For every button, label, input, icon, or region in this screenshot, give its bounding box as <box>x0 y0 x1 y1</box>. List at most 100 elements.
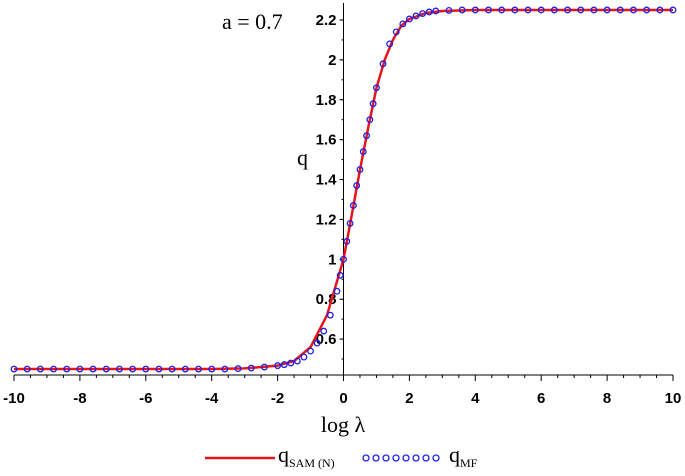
data-point-q-mf <box>142 365 150 373</box>
data-point-q-mf <box>50 365 57 373</box>
data-point-q-mf <box>537 6 545 14</box>
data-point-q-mf <box>155 365 163 373</box>
data-point-q-mf <box>307 347 314 355</box>
data-point-q-mf <box>320 327 328 335</box>
data-point-q-mf <box>313 339 321 347</box>
data-point-q-mf <box>485 6 492 14</box>
legend-marker <box>372 454 380 462</box>
data-point-q-mf <box>590 6 598 14</box>
data-point-q-mf <box>63 365 71 373</box>
data-point-q-mf <box>379 60 387 68</box>
legend-marker <box>382 454 390 462</box>
x-tick-label: 8 <box>603 390 611 407</box>
data-point-q-mf <box>373 84 380 92</box>
data-point-q-mf <box>168 365 176 373</box>
data-point-q-mf <box>280 361 288 369</box>
data-point-q-mf <box>669 6 677 14</box>
data-point-q-mf <box>356 166 364 174</box>
y-tick-label: 1.6 <box>316 132 337 149</box>
data-point-q-mf <box>616 6 624 14</box>
y-tick-label: 2.2 <box>316 12 337 29</box>
data-point-q-mf <box>349 202 357 209</box>
legend-label-sam: qSAM (N) <box>278 442 335 470</box>
x-tick-label: 6 <box>537 390 545 407</box>
data-point-q-mf <box>181 365 189 373</box>
data-point-q-mf <box>274 362 282 370</box>
data-point-q-mf <box>340 255 347 263</box>
x-tick-label: -8 <box>73 390 86 407</box>
x-tick-label: 2 <box>405 390 413 407</box>
y-tick-label: 1 <box>328 251 336 268</box>
x-tick-label: -2 <box>271 390 284 407</box>
data-point-q-mf <box>346 219 354 227</box>
data-point-q-mf <box>221 365 229 373</box>
data-point-q-mf <box>564 6 572 14</box>
data-point-q-mf <box>392 28 400 36</box>
data-point-q-mf <box>419 10 427 18</box>
data-point-q-mf <box>399 20 407 28</box>
data-point-q-mf <box>577 6 585 14</box>
data-point-q-mf <box>353 182 361 189</box>
y-tick-label: 0.6 <box>316 331 337 348</box>
data-point-q-mf <box>115 365 123 373</box>
data-point-q-mf <box>300 353 308 361</box>
data-point-q-mf <box>656 6 664 14</box>
data-point-q-mf <box>498 6 506 14</box>
data-point-q-mf <box>369 100 377 108</box>
annotation-text: a = 0.7 <box>222 9 283 34</box>
data-point-q-mf <box>287 359 295 367</box>
x-axis-label: log λ <box>321 412 366 437</box>
data-point-q-mf <box>336 271 344 279</box>
data-point-q-mf <box>343 237 351 245</box>
x-tick-label: 0 <box>339 390 347 407</box>
data-point-q-mf <box>425 8 433 16</box>
legend-marker <box>422 454 430 462</box>
data-point-q-mf <box>10 365 18 373</box>
y-tick-label: 2 <box>328 52 336 69</box>
data-point-q-mf <box>260 363 268 371</box>
x-tick-label: -6 <box>139 390 152 407</box>
y-tick-label: 1.8 <box>316 92 337 109</box>
data-point-q-mf <box>386 40 394 48</box>
legend: qSAM (N) qMF <box>205 442 478 470</box>
data-point-q-mf <box>333 287 341 295</box>
legend-marker <box>402 454 410 462</box>
data-point-q-mf <box>208 365 216 373</box>
data-point-q-mf <box>550 6 558 14</box>
data-point-q-mf <box>89 365 97 373</box>
x-tick-label: -10 <box>3 390 25 407</box>
legend-label-mf: qMF <box>449 442 478 470</box>
data-point-q-mf <box>366 116 374 124</box>
data-point-q-mf <box>36 365 44 373</box>
x-tick-label: 4 <box>471 390 480 407</box>
legend-markers-mf <box>362 454 440 462</box>
legend-marker <box>392 454 400 462</box>
data-point-q-mf <box>359 148 367 156</box>
data-point-q-mf <box>630 6 637 14</box>
data-point-q-mf <box>524 6 532 14</box>
legend-marker <box>412 454 420 462</box>
data-point-q-mf <box>445 6 453 14</box>
data-point-q-mf <box>405 15 413 23</box>
y-ticks: 0.60.811.21.41.61.822.2 <box>316 12 344 360</box>
x-ticks: -10 -8 -6 -4 -2 0 2 4 6 8 10 <box>3 375 681 407</box>
data-point-q-mf <box>76 365 84 373</box>
data-point-q-mf <box>293 357 301 365</box>
data-point-q-mf <box>326 311 334 319</box>
legend-marker <box>362 454 370 462</box>
data-point-q-mf <box>195 365 202 373</box>
data-point-q-mf <box>363 132 371 140</box>
data-point-q-mf <box>23 365 31 373</box>
series-layer <box>10 6 677 373</box>
data-point-q-mf <box>432 7 440 15</box>
y-tick-label: 1.2 <box>316 211 337 228</box>
data-point-q-mf <box>458 6 466 14</box>
data-point-q-mf <box>412 12 420 20</box>
y-tick-label: 1.4 <box>316 172 338 189</box>
y-axis-label: q <box>297 145 308 170</box>
legend-marker <box>432 454 440 462</box>
data-point-q-mf <box>471 6 479 14</box>
x-tick-label: -4 <box>205 390 219 407</box>
data-point-q-mf <box>247 364 255 372</box>
